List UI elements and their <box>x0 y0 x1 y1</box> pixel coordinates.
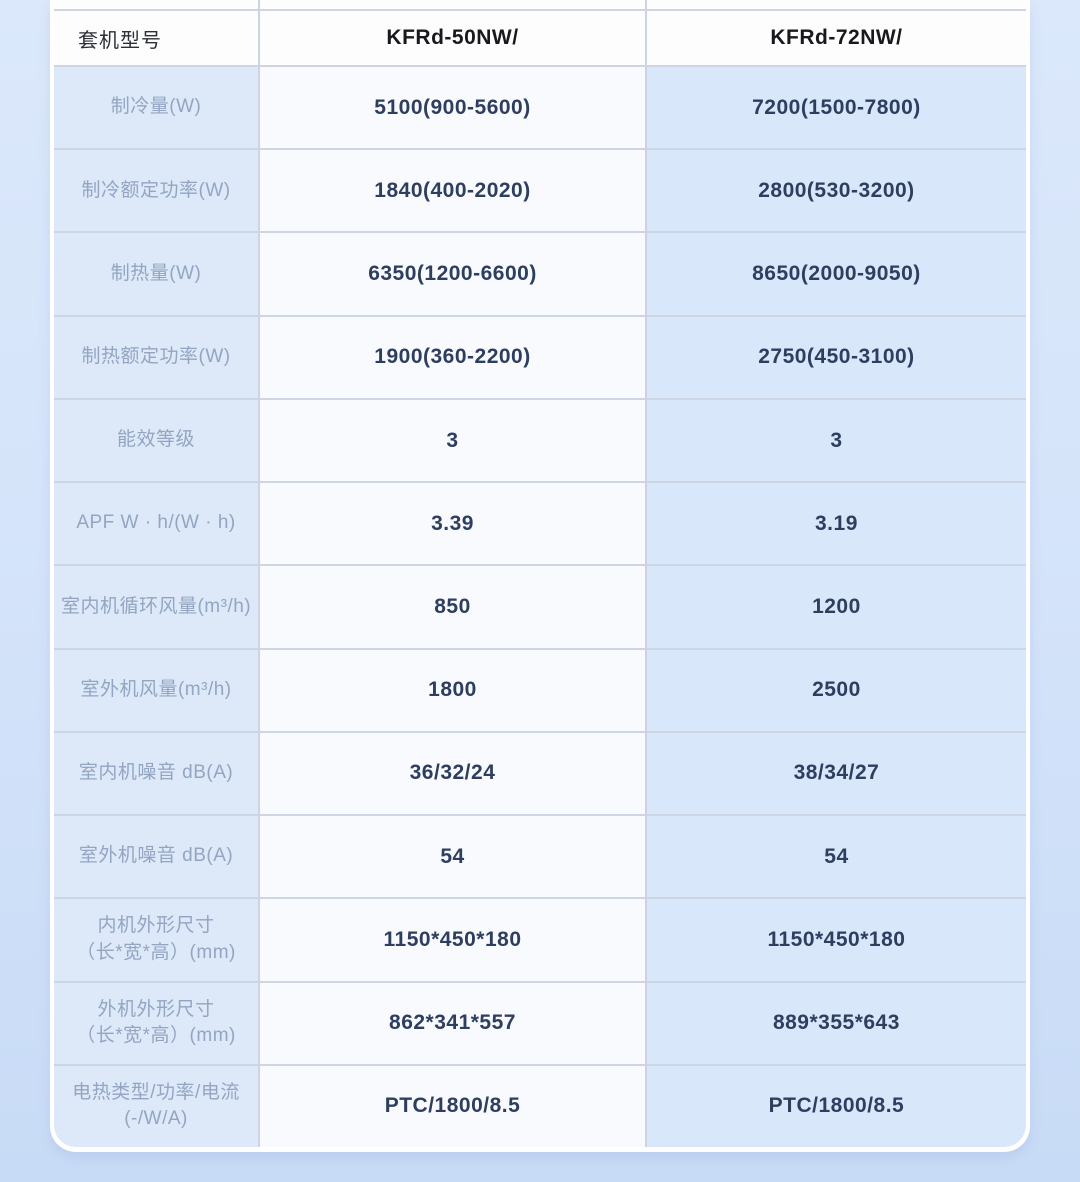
spec-row-indoor-unit-dimensions: 内机外形尺寸 （长*宽*高）(mm) 1150*450*180 1150*450… <box>54 897 1026 981</box>
spec-label: 内机外形尺寸 <box>97 915 215 937</box>
spec-value-50nw: PTC/1800/8.5 <box>258 1065 647 1147</box>
spec-value-50nw: 1800 <box>258 649 647 731</box>
header-model-label: 套机型号 <box>54 11 259 65</box>
truncated-cell <box>258 0 647 9</box>
truncated-cell <box>646 0 1026 9</box>
spec-row-outdoor-airflow: 室外机风量(m³/h) 1800 2500 <box>54 647 1026 731</box>
spec-label: 制冷额定功率(W) <box>81 179 231 201</box>
spec-value-50nw: 1900(360-2200) <box>258 316 647 398</box>
spec-label: 制冷量(W) <box>110 96 202 118</box>
spec-label-cell: 制冷量(W) <box>54 67 259 149</box>
spec-row-electric-heat-type-power-current: 电热类型/功率/电流 (-/W/A) PTC/1800/8.5 PTC/1800… <box>54 1063 1026 1147</box>
spec-row-heating-rated-power: 制热额定功率(W) 1900(360-2200) 2750(450-3100) <box>54 314 1026 398</box>
spec-value-72nw: 8650(2000-9050) <box>646 233 1026 315</box>
spec-label-line2: (-/W/A) <box>124 1108 188 1130</box>
spec-label-cell: 电热类型/功率/电流 (-/W/A) <box>54 1065 259 1147</box>
spec-value-72nw: 1200 <box>646 566 1026 648</box>
spec-label-cell: 能效等级 <box>54 399 259 482</box>
spec-value-50nw: 1150*450*180 <box>258 899 647 981</box>
spec-label: 制热量(W) <box>110 262 202 284</box>
spec-label-cell: 内机外形尺寸 （长*宽*高）(mm) <box>54 899 259 981</box>
spec-value-50nw: 6350(1200-6600) <box>258 233 647 315</box>
spec-value-50nw: 36/32/24 <box>258 732 647 815</box>
spec-label: 室内机噪音 dB(A) <box>78 762 234 784</box>
spec-value-50nw: 54 <box>258 816 647 898</box>
spec-value-50nw: 3 <box>258 399 647 482</box>
table-header-row: 套机型号 KFRd-50NW/ KFRd-72NW/ <box>54 9 1026 65</box>
spec-label-cell: 室内机噪音 dB(A) <box>54 732 259 815</box>
spec-table-card: 套机型号 KFRd-50NW/ KFRd-72NW/ 制冷量(W) 5100(9… <box>50 0 1030 1152</box>
spec-value-72nw: 3 <box>646 399 1026 482</box>
spec-value-50nw: 850 <box>258 566 647 648</box>
spec-row-cooling-capacity: 制冷量(W) 5100(900-5600) 7200(1500-7800) <box>54 65 1026 149</box>
spec-value-72nw: 2750(450-3100) <box>646 316 1026 398</box>
spec-value-50nw: 1840(400-2020) <box>258 150 647 232</box>
spec-label-cell: 制热量(W) <box>54 233 259 315</box>
model-name-kfrd-72nw: KFRd-72NW/ <box>646 11 1026 65</box>
spec-row-outdoor-noise: 室外机噪音 dB(A) 54 54 <box>54 814 1026 898</box>
spec-label-line2: （长*宽*高）(mm) <box>76 941 236 963</box>
spec-row-indoor-noise: 室内机噪音 dB(A) 36/32/24 38/34/27 <box>54 730 1026 815</box>
spec-value-72nw: 1150*450*180 <box>646 899 1026 981</box>
spec-label: 外机外形尺寸 <box>97 998 215 1020</box>
spec-table: 套机型号 KFRd-50NW/ KFRd-72NW/ 制冷量(W) 5100(9… <box>54 0 1026 1147</box>
spec-value-72nw: 889*355*643 <box>646 982 1026 1064</box>
spec-label-cell: 室外机风量(m³/h) <box>54 649 259 731</box>
spec-label: APF W · h/(W · h) <box>76 512 236 534</box>
spec-label: 室内机循环风量(m³/h) <box>60 595 252 617</box>
spec-row-outdoor-unit-dimensions: 外机外形尺寸 （长*宽*高）(mm) 862*341*557 889*355*6… <box>54 980 1026 1064</box>
spec-row-indoor-air-circulation: 室内机循环风量(m³/h) 850 1200 <box>54 564 1026 648</box>
spec-row-cooling-rated-power: 制冷额定功率(W) 1840(400-2020) 2800(530-3200) <box>54 148 1026 232</box>
spec-value-72nw: 54 <box>646 816 1026 898</box>
spec-label-cell: APF W · h/(W · h) <box>54 483 259 565</box>
spec-value-50nw: 3.39 <box>258 483 647 565</box>
spec-label-cell: 室内机循环风量(m³/h) <box>54 566 259 648</box>
spec-row-heating-capacity: 制热量(W) 6350(1200-6600) 8650(2000-9050) <box>54 231 1026 315</box>
spec-value-72nw: 2500 <box>646 649 1026 731</box>
spec-row-energy-efficiency-grade: 能效等级 3 3 <box>54 397 1026 482</box>
spec-label: 室外机风量(m³/h) <box>80 678 232 700</box>
spec-row-apf: APF W · h/(W · h) 3.39 3.19 <box>54 481 1026 565</box>
truncated-cell <box>54 0 259 9</box>
spec-value-72nw: 2800(530-3200) <box>646 150 1026 232</box>
spec-label-line2: （长*宽*高）(mm) <box>76 1025 236 1047</box>
spec-value-72nw: 7200(1500-7800) <box>646 67 1026 149</box>
spec-value-72nw: 3.19 <box>646 483 1026 565</box>
spec-value-50nw: 5100(900-5600) <box>258 67 647 149</box>
spec-label: 制热额定功率(W) <box>81 346 231 368</box>
spec-label-cell: 外机外形尺寸 （长*宽*高）(mm) <box>54 982 259 1064</box>
spec-value-72nw: PTC/1800/8.5 <box>646 1065 1026 1147</box>
model-name-kfrd-50nw: KFRd-50NW/ <box>258 11 647 65</box>
spec-label-cell: 室外机噪音 dB(A) <box>54 816 259 898</box>
spec-value-72nw: 38/34/27 <box>646 732 1026 815</box>
spec-label-cell: 制冷额定功率(W) <box>54 150 259 232</box>
spec-label: 室外机噪音 dB(A) <box>78 845 234 867</box>
spec-label: 电热类型/功率/电流 <box>72 1081 240 1103</box>
spec-label: 能效等级 <box>117 429 196 451</box>
spec-value-50nw: 862*341*557 <box>258 982 647 1064</box>
truncated-row-top <box>54 0 1026 9</box>
spec-label-cell: 制热额定功率(W) <box>54 316 259 398</box>
